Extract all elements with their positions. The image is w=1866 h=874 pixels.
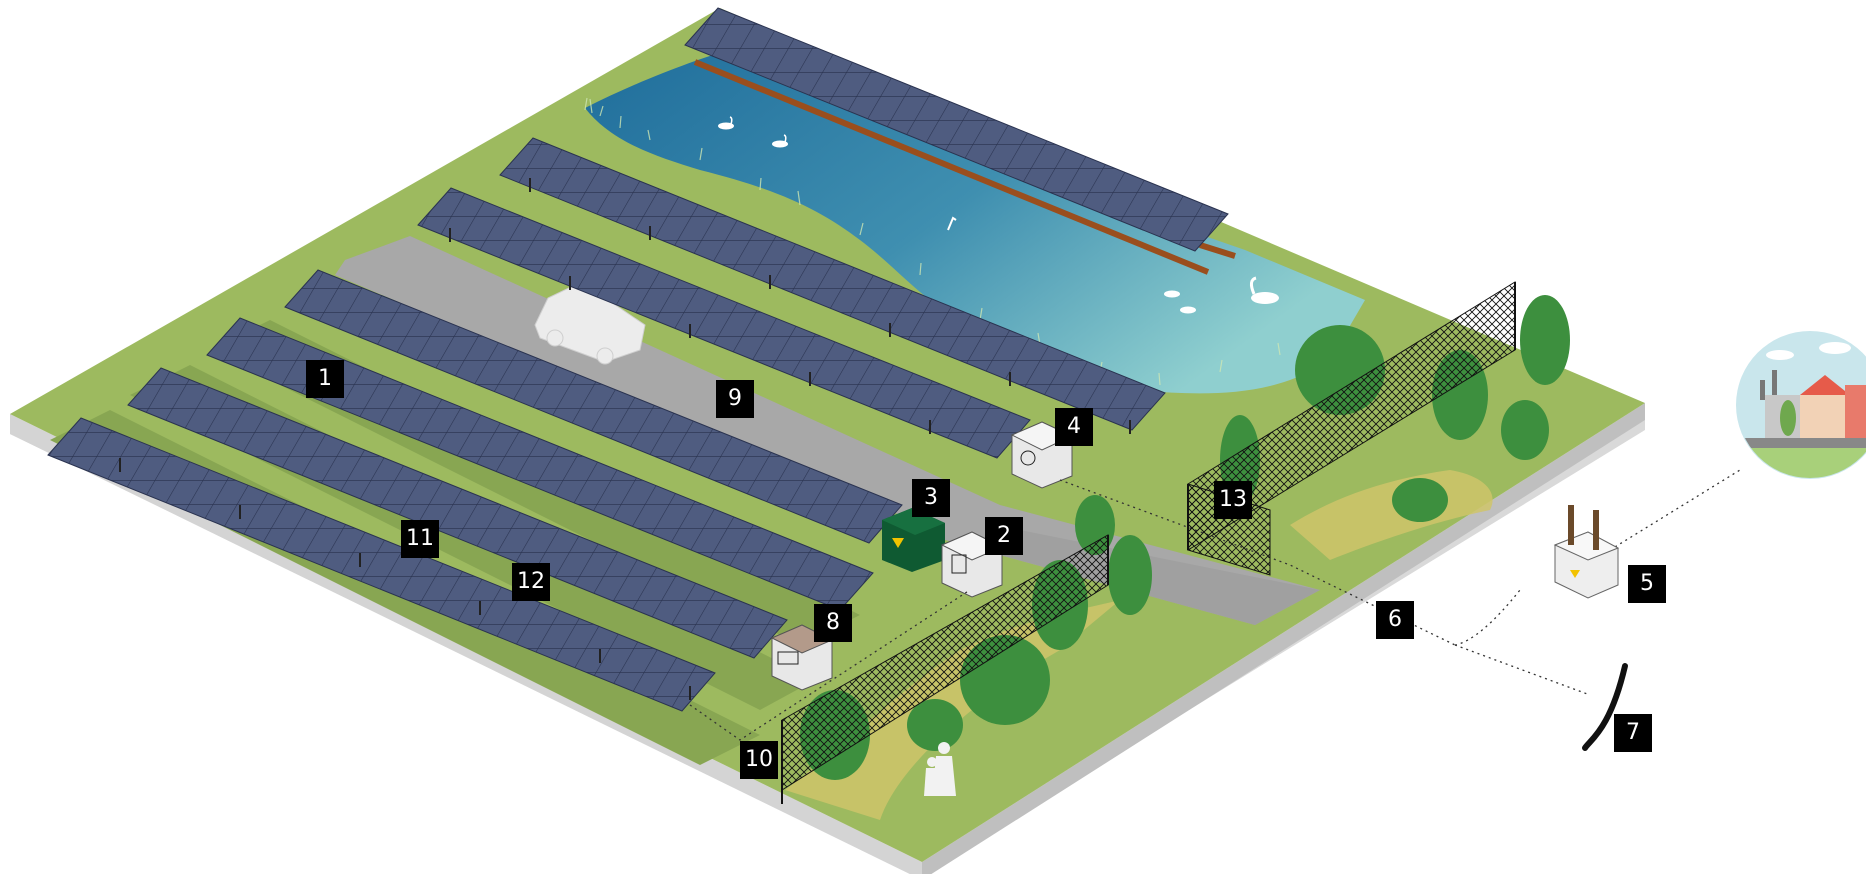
label-13: 13 <box>1214 481 1252 519</box>
car-icon <box>534 284 646 365</box>
village-icon <box>1736 331 1866 479</box>
panel-rows <box>47 137 1166 712</box>
label-12: 12 <box>512 563 550 601</box>
solar-panel-icon <box>417 187 1031 459</box>
label-1: 1 <box>306 360 344 398</box>
pond <box>584 50 1365 394</box>
cable-icon <box>1582 663 1628 751</box>
label-2: 2 <box>985 517 1023 555</box>
label-4: 4 <box>1055 408 1093 446</box>
label-6: 6 <box>1376 601 1414 639</box>
solar-panel-icon <box>47 417 716 712</box>
substation-icon <box>1553 505 1620 599</box>
label-11: 11 <box>401 520 439 558</box>
solar-panel-icon <box>684 7 1229 252</box>
solar-panel-icon <box>499 137 1166 431</box>
label-10: 10 <box>740 741 778 779</box>
solar-panel-icon <box>206 317 874 611</box>
label-5: 5 <box>1628 565 1666 603</box>
label-3: 3 <box>912 479 950 517</box>
label-7: 7 <box>1614 714 1652 752</box>
floating-solar-row <box>684 7 1236 275</box>
solar-panel-icon <box>284 269 903 544</box>
label-8: 8 <box>814 604 852 642</box>
transformer-icon <box>892 538 904 548</box>
pedestrians-icon <box>924 742 956 796</box>
transformer-station-green <box>882 508 945 572</box>
label-9: 9 <box>716 380 754 418</box>
swan-icon <box>718 116 1279 314</box>
